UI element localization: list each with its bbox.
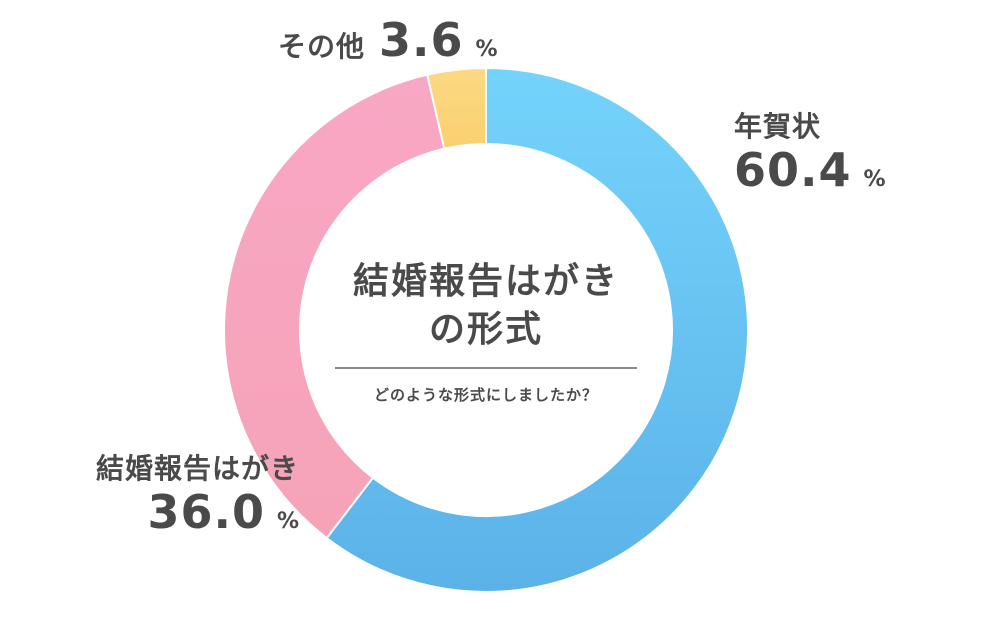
percent-unit-other: % <box>475 37 498 62</box>
chart-subtitle: どのような形式にしましたか？ <box>373 386 598 404</box>
slice-value-kekkon-hagaki: 36.0 <box>147 485 265 539</box>
slice-kekkon-hagaki <box>223 73 446 540</box>
slice-name-other: その他 <box>278 30 366 63</box>
slice-label-nengajo: 年賀状 60.4% <box>734 110 886 196</box>
slice-nengajo <box>325 66 749 593</box>
percent-unit-kekkon-hagaki: % <box>276 509 299 534</box>
percent-unit-nengajo: % <box>863 167 886 192</box>
slice-value-nengajo: 60.4 <box>734 143 852 197</box>
title-divider <box>335 367 637 369</box>
chart-title-line-1: 結婚報告はがき <box>352 261 619 302</box>
chart-title-line-2: の形式 <box>428 309 543 350</box>
slice-label-kekkon-hagaki: 結婚報告はがき 36.0% <box>44 452 299 538</box>
slice-value-other: 3.6 <box>379 13 464 67</box>
slice-label-other: その他 3.6% <box>278 14 498 66</box>
chart-title: 結婚報告はがき の形式 <box>300 258 672 354</box>
slice-other <box>426 66 487 150</box>
slice-name-kekkon-hagaki: 結婚報告はがき <box>95 452 299 485</box>
slice-name-nengajo: 年賀状 <box>734 110 822 143</box>
